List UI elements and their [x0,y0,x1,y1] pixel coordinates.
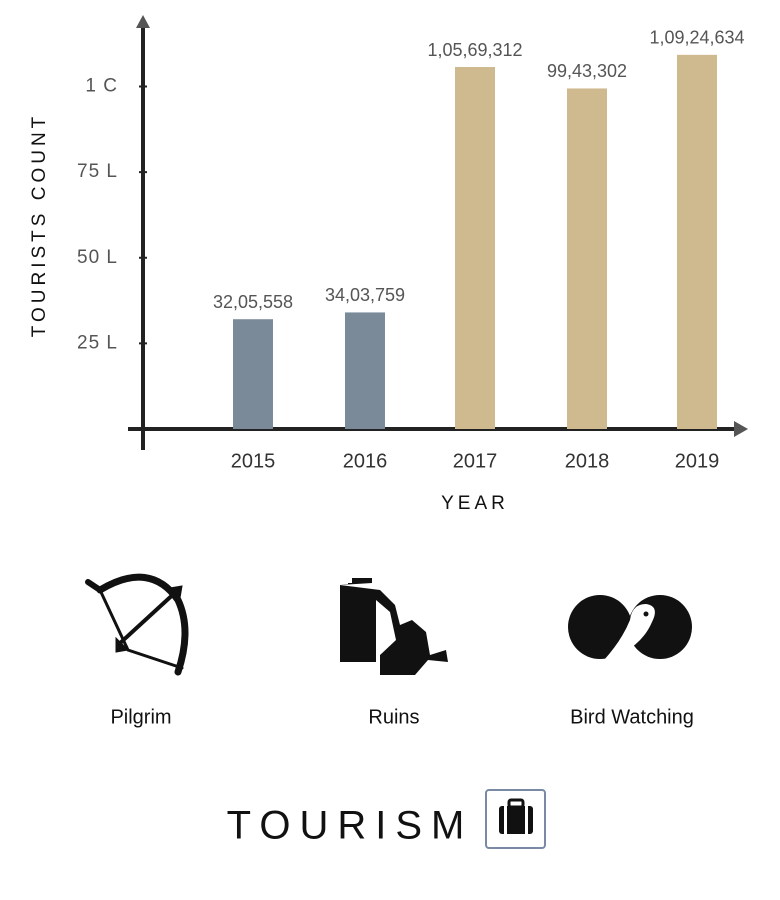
x-axis-title: YEAR [441,493,509,514]
chart: TOURISTS COUNT YEAR [29,15,748,514]
bar [567,88,607,430]
y-axis-arrow [136,15,150,28]
bird-watching-icon [568,595,692,660]
x-tick-label: 2019 [675,450,720,472]
x-axis-arrow [734,421,748,437]
value-label: 99,43,302 [547,61,627,81]
y-tick-label: 1 C [85,76,118,97]
x-tick-label: 2017 [453,450,498,472]
activity-icons [85,573,692,676]
value-label: 1,09,24,634 [649,28,744,48]
activity-label: Pilgrim [110,706,171,728]
activity-label: Ruins [368,706,419,728]
bar [233,319,273,429]
bar [345,312,385,429]
footer-title: TOURISM [227,804,474,848]
y-tick-label: 75 L [77,161,118,182]
y-tick-label: 25 L [77,332,118,353]
y-tick-label: 50 L [77,247,118,268]
bar [455,67,495,429]
x-tick-label: 2016 [343,450,388,472]
y-axis-title: TOURISTS COUNT [29,113,50,338]
value-label: 32,05,558 [213,292,293,312]
ruins-icon [340,578,448,675]
value-label: 1,05,69,312 [427,40,522,60]
value-label: 34,03,759 [325,285,405,305]
activity-label: Bird Watching [570,706,694,728]
bar [677,54,717,429]
pilgrim-icon [85,573,189,676]
briefcase-icon [499,798,533,834]
x-tick-label: 2015 [231,450,276,472]
x-tick-label: 2018 [565,450,610,472]
